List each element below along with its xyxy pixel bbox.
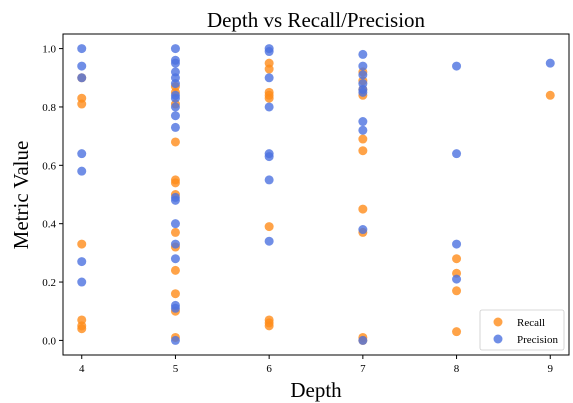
points-layer — [77, 44, 555, 345]
precision-point — [358, 49, 368, 59]
x-tick-label: 4 — [79, 363, 85, 375]
precision-point — [77, 73, 87, 83]
recall-point — [77, 99, 87, 109]
precision-point — [170, 335, 180, 345]
precision-point — [264, 236, 274, 246]
precision-point — [264, 152, 274, 162]
precision-point — [545, 58, 555, 68]
precision-point — [452, 274, 462, 284]
x-tick-label: 5 — [173, 363, 179, 375]
legend-label-recall: Recall — [517, 317, 545, 329]
recall-point — [77, 324, 87, 334]
precision-point — [358, 61, 368, 71]
legend-label-precision: Precision — [517, 334, 558, 346]
x-tick-label: 7 — [360, 363, 366, 375]
precision-point — [170, 254, 180, 264]
x-axis-label: Depth — [290, 378, 342, 402]
precision-point — [77, 257, 87, 267]
precision-point — [170, 44, 180, 54]
precision-point — [358, 117, 368, 127]
precision-point — [264, 175, 274, 185]
recall-point — [170, 265, 180, 275]
precision-point — [452, 239, 462, 249]
precision-point — [170, 303, 180, 313]
precision-point — [170, 239, 180, 249]
recall-point — [170, 178, 180, 188]
y-tick-label: 0.4 — [42, 219, 56, 231]
y-tick-label: 0.8 — [42, 102, 56, 114]
recall-point — [264, 64, 274, 74]
precision-point — [170, 79, 180, 89]
recall-point — [170, 227, 180, 237]
precision-point — [264, 102, 274, 112]
precision-point — [170, 219, 180, 229]
precision-point — [77, 44, 87, 54]
precision-point — [77, 61, 87, 71]
chart-title: Depth vs Recall/Precision — [207, 8, 426, 32]
x-tick-label: 8 — [454, 363, 460, 375]
legend-marker-recall — [493, 317, 503, 327]
recall-point — [264, 321, 274, 331]
precision-point — [170, 122, 180, 132]
recall-point — [358, 204, 368, 214]
recall-point — [264, 222, 274, 232]
x-tick-label: 6 — [266, 363, 272, 375]
y-tick-label: 0.0 — [42, 335, 56, 347]
y-tick-label: 0.6 — [42, 160, 56, 172]
precision-point — [452, 149, 462, 159]
y-tick-label: 0.2 — [42, 277, 56, 289]
precision-point — [358, 335, 368, 345]
legend-marker-precision — [493, 334, 503, 344]
x-tick-label: 9 — [548, 363, 554, 375]
precision-point — [264, 47, 274, 57]
precision-point — [358, 70, 368, 80]
precision-point — [77, 277, 87, 287]
y-axis: 0.0 0.2 0.4 0.6 0.8 1.0 — [42, 44, 63, 347]
recall-point — [358, 146, 368, 156]
precision-point — [264, 73, 274, 83]
recall-point — [452, 327, 462, 337]
precision-point — [452, 61, 462, 71]
recall-point — [264, 93, 274, 103]
y-axis-label: Metric Value — [9, 141, 33, 250]
recall-point — [452, 254, 462, 264]
precision-point — [170, 93, 180, 103]
legend: Recall Precision — [479, 309, 565, 351]
recall-point — [170, 289, 180, 299]
x-axis: 4 5 6 7 8 9 — [79, 355, 554, 375]
y-tick-label: 1.0 — [42, 44, 56, 56]
precision-point — [358, 87, 368, 97]
precision-point — [170, 58, 180, 68]
recall-point — [170, 137, 180, 147]
recall-point — [452, 286, 462, 296]
precision-point — [358, 225, 368, 235]
precision-point — [358, 125, 368, 135]
precision-point — [170, 195, 180, 205]
plot-frame — [62, 33, 570, 356]
precision-point — [170, 102, 180, 112]
recall-point — [358, 134, 368, 144]
recall-point — [545, 90, 555, 100]
precision-point — [170, 111, 180, 121]
precision-point — [77, 166, 87, 176]
precision-point — [77, 149, 87, 159]
recall-point — [77, 239, 87, 249]
